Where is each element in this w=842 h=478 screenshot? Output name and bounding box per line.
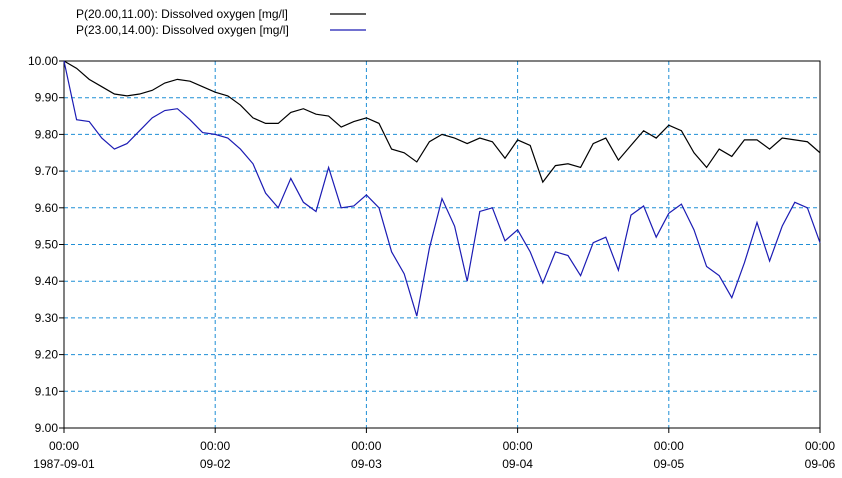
x-tick-label: 09-03 xyxy=(351,457,382,471)
y-tick-label: 9.10 xyxy=(35,384,59,398)
legend-label: P(23.00,14.00): Dissolved oxygen [mg/l] xyxy=(76,23,289,37)
x-tick-label: 00:00 xyxy=(805,439,835,453)
x-tick-label: 00:00 xyxy=(49,439,79,453)
y-tick-label: 10.00 xyxy=(28,54,58,68)
series-line xyxy=(63,60,821,317)
y-tick-label: 9.60 xyxy=(35,201,59,215)
y-tick-label: 9.50 xyxy=(35,238,59,252)
x-tick-label: 00:00 xyxy=(200,439,230,453)
series-line xyxy=(63,60,821,184)
y-tick-label: 9.70 xyxy=(35,164,59,178)
y-tick-label: 9.00 xyxy=(35,421,59,435)
y-tick-label: 9.20 xyxy=(35,348,59,362)
y-tick-label: 9.80 xyxy=(35,127,59,141)
x-tick-label: 1987-09-01 xyxy=(33,457,95,471)
x-tick-label: 09-04 xyxy=(502,457,533,471)
x-tick-label: 09-06 xyxy=(805,457,836,471)
y-tick-label: 9.90 xyxy=(35,91,59,105)
x-tick-label: 00:00 xyxy=(654,439,684,453)
legend-label: P(20.00,11.00): Dissolved oxygen [mg/l] xyxy=(76,7,288,21)
y-tick-label: 9.40 xyxy=(35,274,59,288)
plot-frame xyxy=(63,60,821,429)
x-tick-label: 00:00 xyxy=(351,439,381,453)
x-tick-label: 09-05 xyxy=(653,457,684,471)
x-tick-label: 09-02 xyxy=(200,457,231,471)
x-tick-label: 00:00 xyxy=(503,439,533,453)
y-tick-label: 9.30 xyxy=(35,311,59,325)
